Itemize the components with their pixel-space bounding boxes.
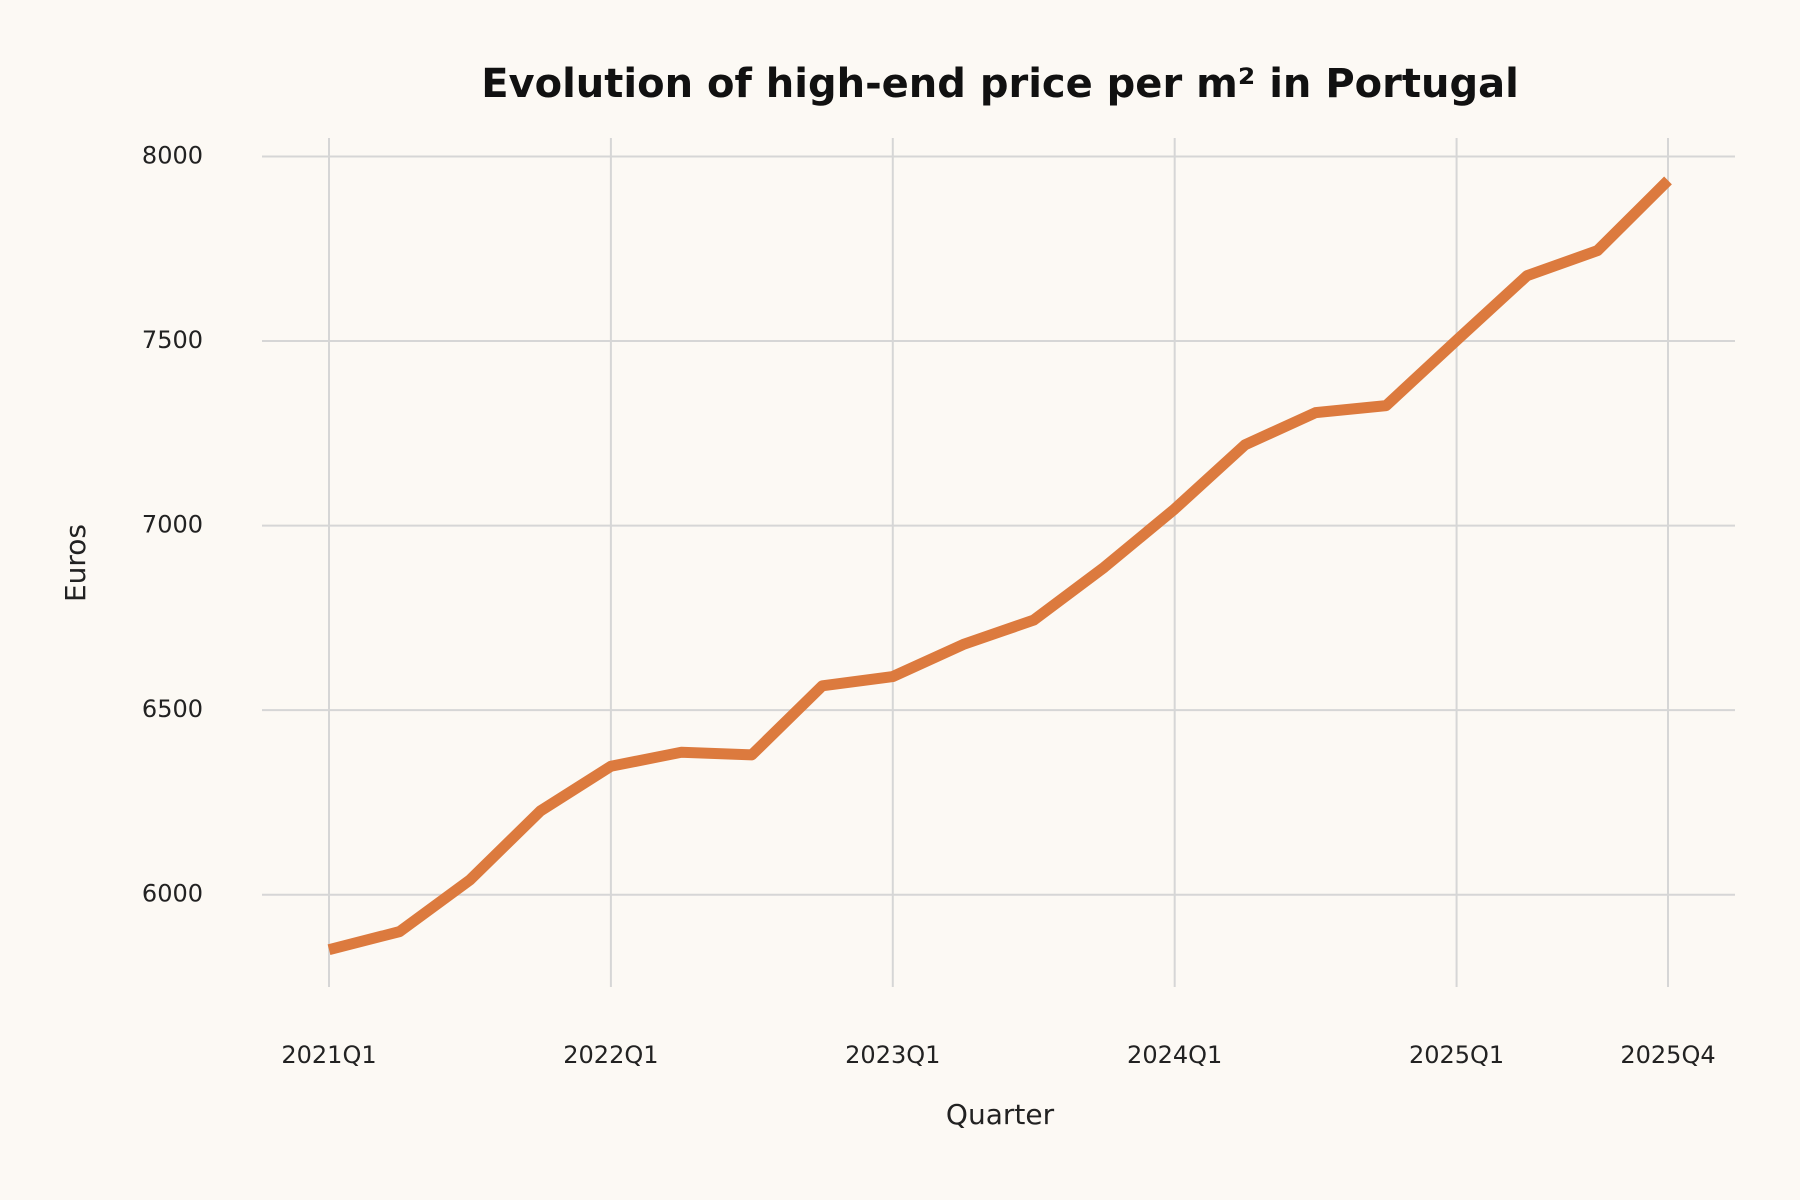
y-tick-label: 7500 bbox=[142, 326, 203, 354]
y-tick-label: 6500 bbox=[142, 695, 203, 723]
y-tick-label: 6000 bbox=[142, 880, 203, 908]
x-tick-label: 2023Q1 bbox=[845, 1041, 940, 1069]
x-axis-label: Quarter bbox=[946, 1098, 1055, 1131]
price-line bbox=[327, 176, 1672, 956]
x-tick-label: 2021Q1 bbox=[281, 1041, 376, 1069]
x-tick-label: 2025Q4 bbox=[1620, 1041, 1715, 1069]
y-tick-label: 8000 bbox=[142, 141, 203, 169]
y-axis-label: Euros bbox=[59, 524, 92, 602]
x-tick-label: 2024Q1 bbox=[1127, 1041, 1222, 1069]
y-tick-label: 7000 bbox=[142, 511, 203, 539]
chart-title: Evolution of high-end price per m² in Po… bbox=[481, 61, 1519, 107]
x-tick-label: 2022Q1 bbox=[563, 1041, 658, 1069]
x-tick-label: 2025Q1 bbox=[1409, 1041, 1504, 1069]
